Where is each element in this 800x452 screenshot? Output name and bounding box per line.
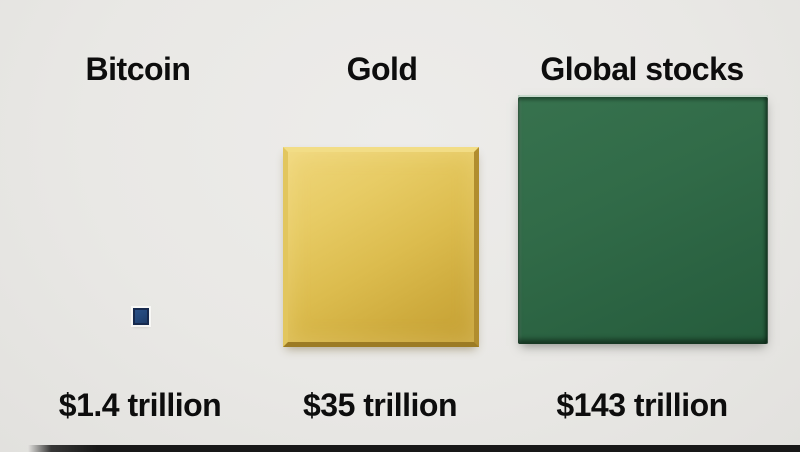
gold-title: Gold [346, 51, 418, 87]
bitcoin-title: Bitcoin [85, 51, 191, 87]
gold-square [283, 147, 479, 347]
bitcoin-square [133, 308, 149, 325]
bitcoin-value-label: $1.4 trillion [58, 387, 222, 423]
bottom-edge-bar [28, 445, 800, 452]
global-stocks-square [518, 95, 768, 344]
global-stocks-title: Global stocks [540, 51, 744, 87]
gold-value-label: $35 trillion [302, 387, 458, 423]
global-stocks-value-label: $143 trillion [556, 387, 728, 423]
